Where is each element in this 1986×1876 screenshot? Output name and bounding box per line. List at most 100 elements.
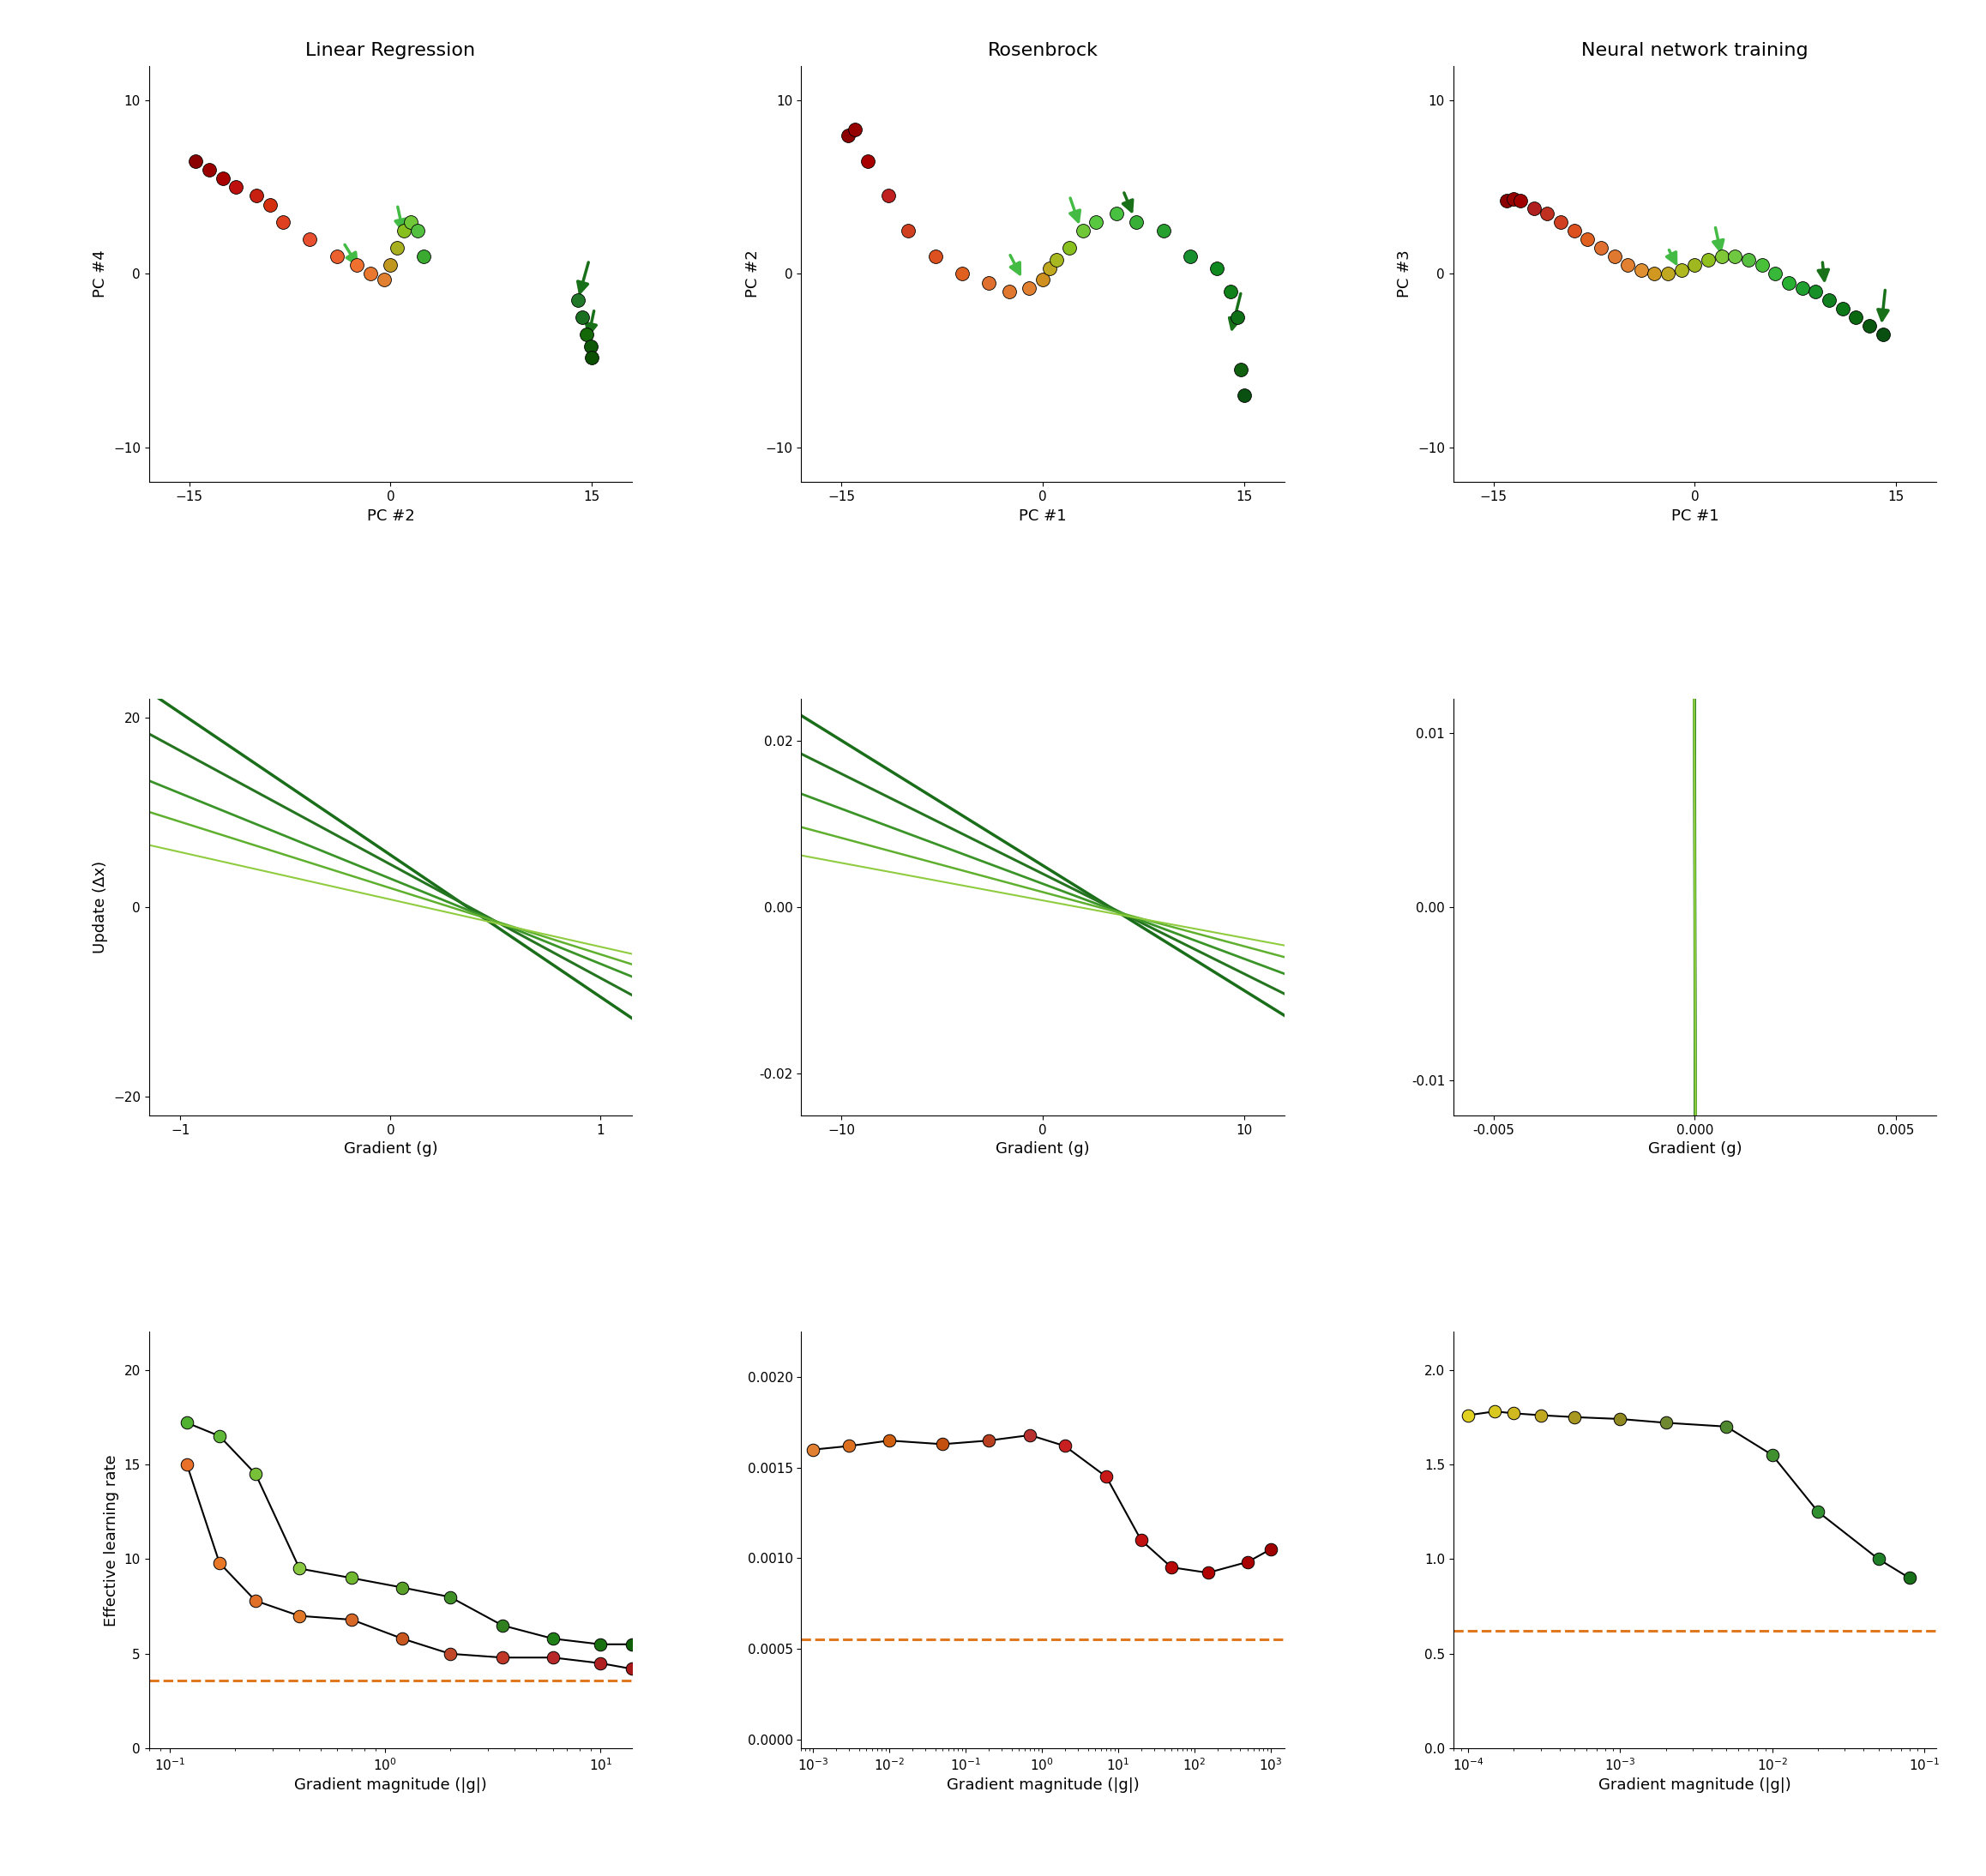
Point (852, 146, 884, 176)
Point (1813, 285, 1845, 315)
Point (387, 1623, 419, 1653)
Point (1746, 250, 1777, 280)
Point (322, 242, 354, 272)
X-axis label: Gradient (g): Gradient (g) (1648, 1141, 1742, 1157)
Point (1215, 276, 1247, 306)
Y-axis label: Update (Δx): Update (Δx) (93, 861, 109, 953)
Point (1605, 1403, 1636, 1433)
Point (1202, 253, 1233, 283)
Title: Linear Regression: Linear Regression (306, 43, 475, 60)
Point (487, 1610, 518, 1640)
Point (1452, 1399, 1484, 1430)
Point (1033, 253, 1064, 283)
Point (1231, 1548, 1263, 1578)
Y-axis label: Effective learning rate: Effective learning rate (103, 1454, 119, 1626)
Point (1827, 295, 1859, 325)
Point (616, 1628, 647, 1658)
Y-axis label: PC #2: PC #2 (745, 250, 761, 298)
Point (268, 206, 300, 236)
Point (1126, 1525, 1158, 1555)
Point (1678, 250, 1710, 280)
Point (576, 341, 608, 371)
Point (240, 1460, 272, 1490)
Point (171, 1450, 203, 1480)
Point (342, 250, 373, 280)
Point (536, 1643, 568, 1673)
Point (892, 216, 923, 246)
Point (1571, 225, 1603, 255)
Point (1015, 1420, 1047, 1450)
Point (1041, 246, 1072, 276)
Point (1221, 302, 1253, 332)
Title: Rosenbrock: Rosenbrock (987, 43, 1098, 60)
Point (1867, 319, 1899, 349)
Point (435, 1581, 467, 1611)
X-axis label: PC #1: PC #1 (1019, 508, 1066, 523)
Point (181, 146, 213, 176)
Point (1174, 242, 1206, 272)
Point (284, 1600, 316, 1630)
Point (336, 1604, 367, 1634)
X-axis label: Gradient magnitude (|g|): Gradient magnitude (|g|) (1599, 1778, 1791, 1793)
Point (1732, 246, 1764, 276)
Point (1545, 206, 1577, 236)
Point (171, 1407, 203, 1437)
Point (1090, 1461, 1122, 1491)
Point (203, 1420, 234, 1450)
Point (1799, 276, 1831, 306)
Point (240, 1585, 272, 1615)
Point (1225, 355, 1257, 385)
Point (1760, 259, 1791, 289)
Point (1559, 216, 1591, 246)
Point (1517, 193, 1549, 223)
Point (1773, 268, 1805, 298)
Point (874, 1426, 906, 1456)
Point (838, 114, 870, 144)
Point (1080, 206, 1112, 236)
Point (1013, 272, 1045, 302)
Y-axis label: PC #3: PC #3 (1398, 250, 1412, 298)
Point (354, 259, 385, 289)
Point (1192, 1557, 1223, 1587)
Point (254, 189, 286, 219)
Point (1839, 302, 1871, 332)
Point (1120, 206, 1152, 236)
X-axis label: Gradient magnitude (|g|): Gradient magnitude (|g|) (945, 1778, 1140, 1793)
Point (1055, 233, 1086, 263)
Point (920, 242, 951, 272)
Point (375, 250, 407, 280)
Point (1531, 199, 1563, 229)
Point (1255, 1535, 1287, 1565)
Point (834, 1431, 866, 1461)
Point (193, 156, 224, 186)
Point (294, 225, 326, 255)
Point (487, 1643, 518, 1673)
Point (1853, 311, 1885, 341)
Point (1785, 272, 1817, 302)
Point (207, 163, 238, 193)
Point (1650, 1407, 1682, 1437)
Point (1497, 1398, 1529, 1428)
Point (1863, 1544, 1895, 1574)
Point (1100, 199, 1132, 229)
Point (536, 1623, 568, 1653)
Point (1666, 255, 1698, 285)
Title: Neural network training: Neural network training (1581, 43, 1809, 60)
Point (1710, 1411, 1742, 1441)
Point (1756, 1441, 1787, 1471)
Point (1692, 246, 1724, 276)
Point (1706, 242, 1738, 272)
Point (945, 259, 977, 289)
Point (1227, 381, 1259, 411)
Point (387, 216, 419, 246)
Point (435, 1640, 467, 1670)
Point (872, 180, 904, 210)
Point (1652, 259, 1684, 289)
X-axis label: PC #2: PC #2 (367, 508, 415, 523)
Point (973, 268, 1005, 298)
Point (570, 319, 602, 349)
Point (1156, 1551, 1188, 1581)
Point (1613, 250, 1644, 280)
Point (1497, 184, 1529, 214)
Point (387, 1572, 419, 1602)
